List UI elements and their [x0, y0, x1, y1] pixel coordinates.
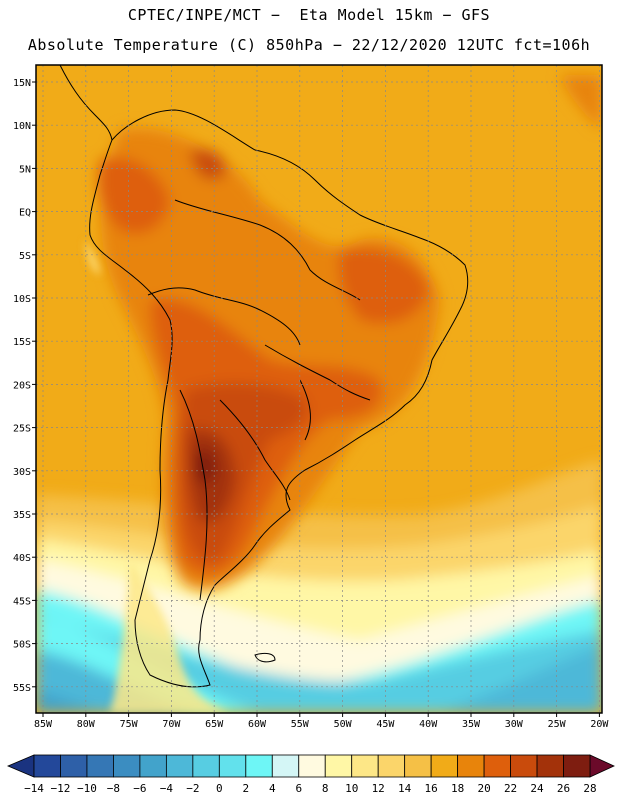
map-frame	[35, 64, 603, 714]
colorbar-label: 14	[398, 782, 412, 795]
colorbar-label: 2	[242, 782, 249, 795]
lat-tick-label: 15N	[13, 78, 31, 89]
colorbar-swatch	[245, 754, 273, 778]
colorbar-label: 26	[557, 782, 570, 795]
colorbar-swatch	[218, 754, 247, 778]
lat-tick-label: 5S	[19, 251, 31, 262]
colorbar-swatch	[298, 754, 326, 778]
colorbar-swatch	[563, 754, 591, 778]
colorbar-swatch	[483, 754, 511, 778]
colorbar-swatch	[510, 754, 538, 778]
colorbar-label: 20	[477, 782, 490, 795]
colorbar-swatch	[351, 754, 379, 778]
colorbar-low-extend	[6, 754, 35, 778]
colorbar-label: 4	[269, 782, 276, 795]
longitude-axis: 85W 80W 75W 70W 65W 60W 55W 50W 45W 40W 35W 30W 25W 2…	[34, 713, 609, 730]
colorbar-swatch	[33, 754, 61, 778]
latitude-axis: 15N 10N 5N EQ 5S 10S 15S 20S 25S 30S 35S 40S 45S 50S 5…	[13, 78, 36, 694]
temperature-field	[36, 65, 602, 713]
colorbar-label: 24	[530, 782, 544, 795]
lon-tick-label: 70W	[162, 719, 181, 730]
lat-tick-label: 35S	[13, 510, 31, 521]
colorbar-swatch	[404, 754, 432, 778]
colorbar-label: 16	[425, 782, 438, 795]
lat-tick-label: 15S	[13, 337, 31, 348]
lon-tick-label: 60W	[248, 719, 267, 730]
colorbar-swatch	[377, 754, 406, 778]
colorbar-swatch	[60, 754, 88, 778]
colorbar-swatch	[271, 754, 300, 778]
colorbar-swatch	[536, 754, 564, 778]
colorbar-swatch	[457, 754, 485, 778]
lon-tick-label: 40W	[419, 719, 438, 730]
lat-tick-label: 50S	[13, 640, 31, 651]
lat-tick-label: 10S	[13, 294, 31, 305]
colorbar-label: −6	[133, 782, 146, 795]
colorbar-swatch	[430, 754, 459, 778]
lat-tick-label: 55S	[13, 683, 31, 694]
colorbar-swatch	[139, 754, 167, 778]
lat-tick-label: 10N	[13, 121, 31, 132]
colorbar-label: 28	[583, 782, 596, 795]
colorbar-label: −12	[51, 782, 71, 795]
lat-tick-label: 25S	[13, 424, 31, 435]
colorbar-label: −4	[160, 782, 174, 795]
title-line-2: Absolute Temperature (C) 850hPa − 22/12/…	[27, 36, 591, 54]
lat-tick-label: 40S	[13, 553, 31, 564]
lon-tick-label: 25W	[548, 719, 567, 730]
coastline	[59, 65, 469, 688]
colorbar-label: −8	[107, 782, 120, 795]
lon-tick-label: 55W	[291, 719, 310, 730]
falkland-islands	[254, 652, 276, 663]
colorbar-high-extend	[589, 754, 615, 778]
colorbar-swatch	[324, 754, 353, 778]
lat-tick-label: 45S	[13, 596, 31, 607]
colorbar-label: −14	[24, 782, 44, 795]
lon-tick-label: 20W	[590, 719, 609, 730]
colorbar-label: −10	[77, 782, 97, 795]
title-line-1: CPTEC/INPE/MCT − Eta Model 15km − GFS	[127, 6, 491, 24]
colorbar-label: 6	[295, 782, 302, 795]
colorbar-label: 22	[504, 782, 517, 795]
lon-tick-label: 50W	[334, 719, 353, 730]
lat-tick-label: 30S	[13, 467, 31, 478]
colorbar-swatch	[165, 754, 194, 778]
lon-tick-label: 75W	[120, 719, 139, 730]
colorbar: −14 −12 −10 −8 −6 −4 −2 0 2 4 6 8 10 12 14 16 18 20 22 24 26…	[6, 754, 615, 795]
lon-tick-label: 35W	[462, 719, 481, 730]
lon-tick-label: 30W	[505, 719, 524, 730]
lon-tick-label: 85W	[34, 719, 53, 730]
colorbar-label: 8	[322, 782, 329, 795]
colorbar-swatch	[113, 754, 141, 778]
colorbar-label: −2	[186, 782, 199, 795]
lon-tick-label: 65W	[205, 719, 224, 730]
colorbar-label: 12	[372, 782, 385, 795]
lon-tick-label: 45W	[376, 719, 395, 730]
colorbar-label: 0	[216, 782, 223, 795]
colorbar-label: 10	[345, 782, 358, 795]
lon-tick-label: 80W	[77, 719, 96, 730]
colorbar-label: 18	[451, 782, 464, 795]
lat-tick-label: 20S	[13, 380, 31, 391]
colorbar-swatch	[86, 754, 114, 778]
lat-tick-label: EQ	[19, 208, 31, 219]
lat-tick-label: 5N	[19, 164, 31, 175]
lat-lon-grid	[36, 65, 602, 713]
colorbar-swatch	[192, 754, 220, 778]
